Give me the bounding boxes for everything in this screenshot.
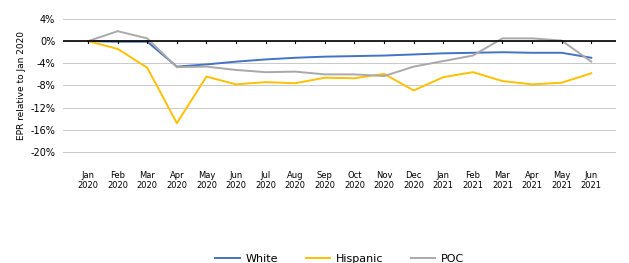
Hispanic bbox=[291, 82, 299, 85]
White bbox=[321, 55, 328, 58]
Hispanic bbox=[381, 72, 388, 75]
POC bbox=[351, 73, 359, 76]
White bbox=[440, 52, 447, 55]
POC bbox=[291, 70, 299, 73]
Line: Hispanic: Hispanic bbox=[88, 41, 591, 123]
White bbox=[173, 65, 181, 68]
POC bbox=[469, 54, 477, 57]
Hispanic bbox=[410, 89, 418, 92]
POC bbox=[528, 37, 536, 40]
White bbox=[84, 39, 92, 43]
POC bbox=[381, 74, 388, 78]
POC bbox=[173, 65, 181, 69]
Hispanic bbox=[499, 79, 506, 83]
POC bbox=[232, 68, 240, 72]
Hispanic bbox=[528, 83, 536, 86]
Hispanic bbox=[558, 81, 565, 84]
POC bbox=[143, 37, 151, 40]
POC bbox=[587, 60, 595, 63]
White bbox=[351, 54, 359, 58]
White bbox=[410, 53, 418, 56]
Y-axis label: EPR relative to Jan 2020: EPR relative to Jan 2020 bbox=[17, 31, 26, 140]
Hispanic bbox=[321, 76, 328, 79]
Hispanic bbox=[587, 72, 595, 75]
Hispanic bbox=[232, 83, 240, 86]
Hispanic bbox=[351, 77, 359, 80]
Line: White: White bbox=[88, 41, 591, 67]
Line: POC: POC bbox=[88, 31, 591, 76]
POC bbox=[410, 65, 418, 68]
Hispanic bbox=[440, 75, 447, 79]
White bbox=[114, 40, 121, 43]
White bbox=[262, 58, 269, 61]
White bbox=[469, 51, 477, 54]
POC bbox=[440, 59, 447, 63]
Legend: White, Hispanic, POC: White, Hispanic, POC bbox=[211, 249, 469, 263]
POC bbox=[321, 73, 328, 76]
Hispanic bbox=[262, 80, 269, 84]
Hispanic bbox=[114, 47, 121, 50]
Hispanic bbox=[469, 70, 477, 74]
White bbox=[143, 40, 151, 43]
Hispanic bbox=[203, 75, 210, 78]
White bbox=[587, 56, 595, 59]
POC bbox=[558, 39, 565, 42]
Hispanic bbox=[143, 66, 151, 69]
White bbox=[232, 60, 240, 63]
White bbox=[528, 51, 536, 54]
Hispanic bbox=[173, 122, 181, 125]
POC bbox=[84, 39, 92, 43]
Hispanic bbox=[84, 39, 92, 43]
White bbox=[499, 51, 506, 54]
White bbox=[291, 56, 299, 59]
POC bbox=[499, 37, 506, 40]
POC bbox=[262, 70, 269, 74]
White bbox=[203, 63, 210, 66]
White bbox=[381, 54, 388, 57]
White bbox=[558, 51, 565, 54]
POC bbox=[114, 30, 121, 33]
POC bbox=[203, 65, 210, 68]
